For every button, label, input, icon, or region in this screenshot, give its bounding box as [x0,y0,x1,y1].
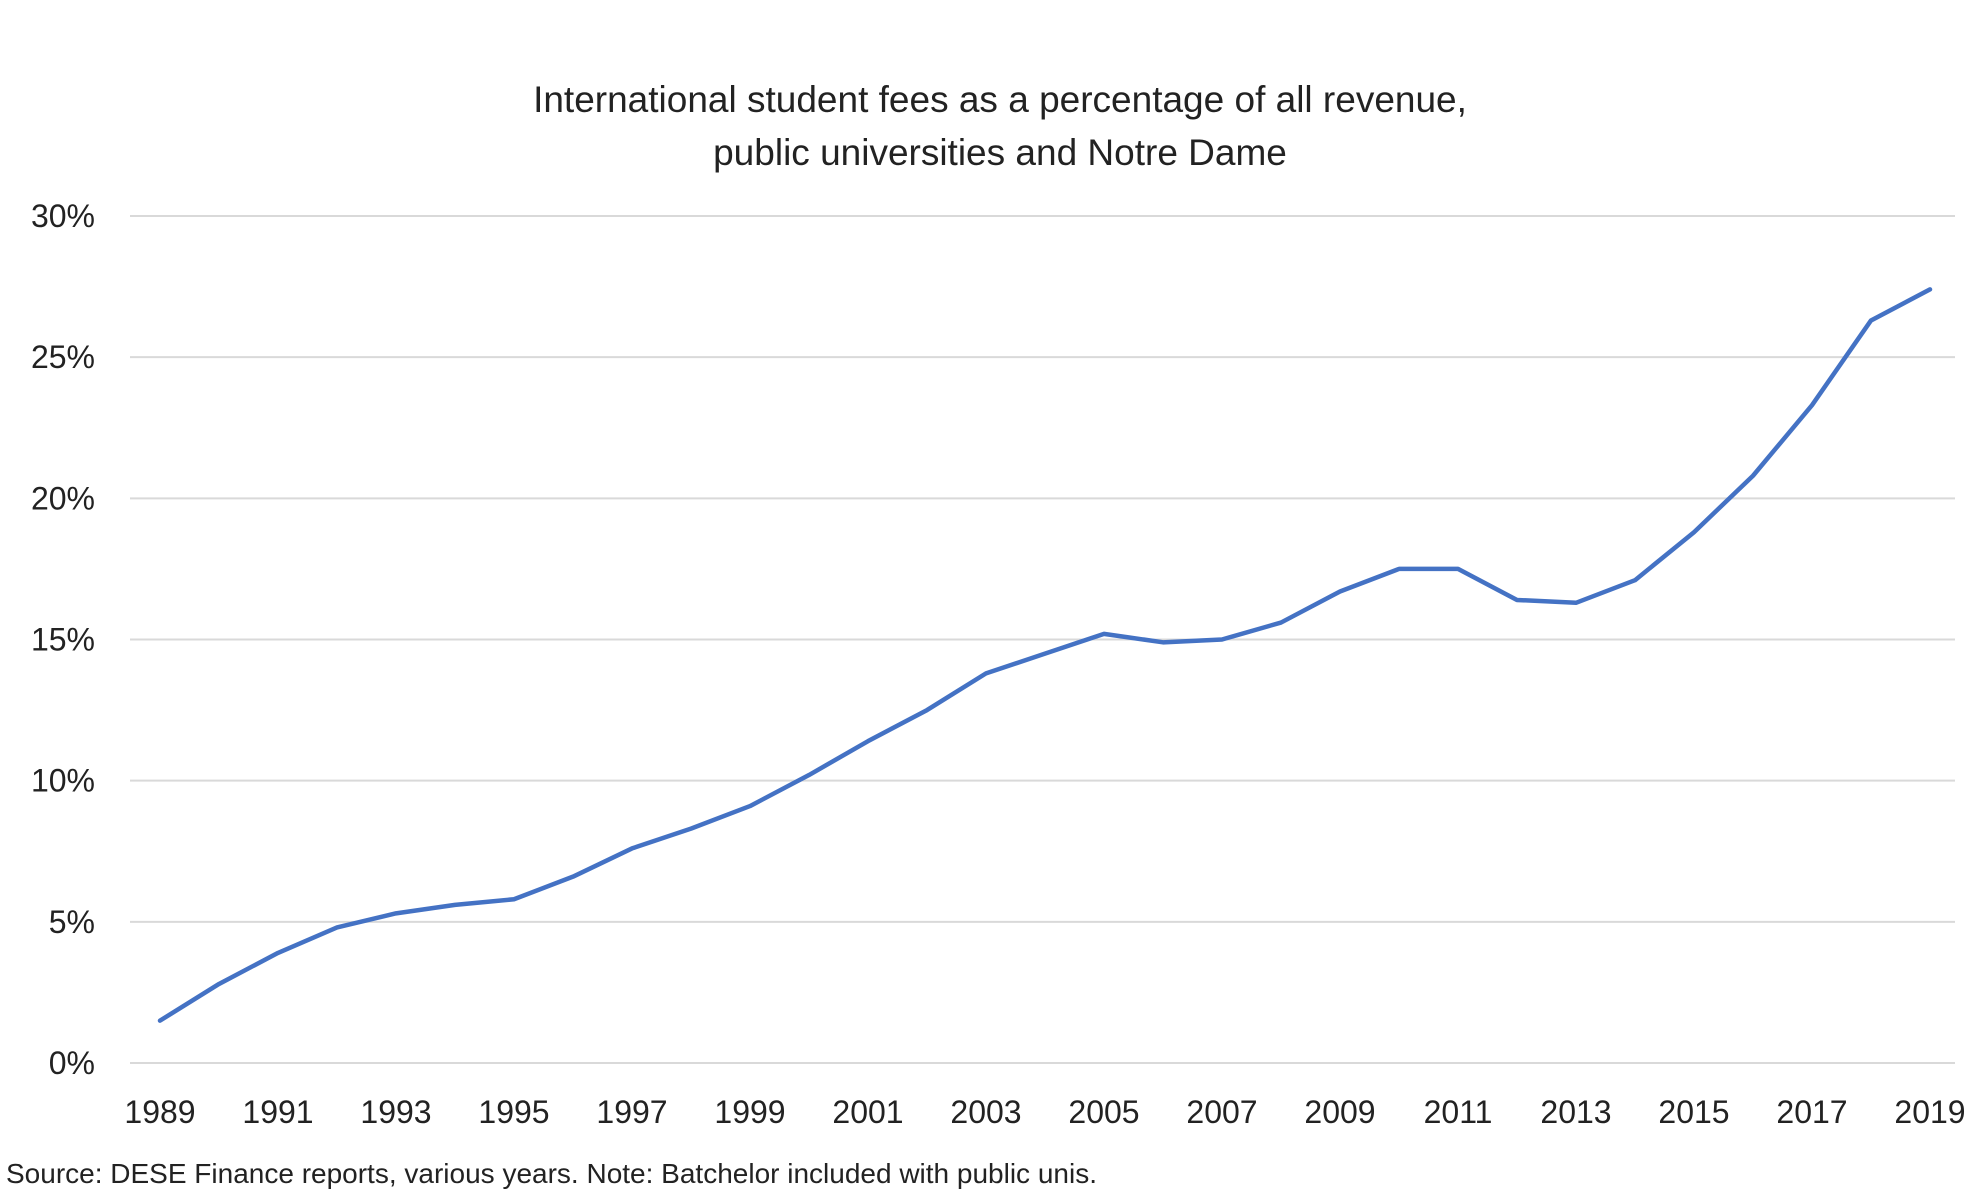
data-point-2004 [1043,651,1047,655]
x-tick-label: 1997 [596,1094,667,1130]
x-tick-label: 1989 [124,1094,195,1130]
y-tick-label: 20% [31,480,95,516]
data-point-2009 [1338,589,1342,593]
data-point-1999 [748,804,752,808]
y-tick-label: 5% [49,904,95,940]
data-point-2012 [1515,598,1519,602]
data-point-2006 [1161,640,1165,644]
x-tick-label: 2017 [1776,1094,1847,1130]
data-point-1997 [630,846,634,850]
x-tick-label: 1991 [242,1094,313,1130]
x-tick-label: 2011 [1424,1094,1493,1130]
data-point-2008 [1279,620,1283,624]
data-point-2003 [984,671,988,675]
x-axis-labels: 1989 1991 1993 1995 1997 1999 2001 2003 2005 2007… [124,1094,1965,1130]
y-tick-label: 30% [31,198,95,234]
x-tick-label: 2019 [1894,1094,1965,1130]
chart-subtitle: public universities and Notre Dame [713,132,1287,173]
data-point-1995 [512,897,516,901]
data-point-1989 [158,1018,162,1022]
data-point-2017 [1810,403,1814,407]
x-tick-label: 2003 [950,1094,1021,1130]
x-tick-label: 2005 [1068,1094,1139,1130]
data-point-2015 [1692,530,1696,534]
x-tick-label: 2007 [1186,1094,1257,1130]
data-point-1992 [335,925,339,929]
data-point-2005 [1102,632,1106,636]
data-point-1996 [571,874,575,878]
data-point-2019 [1928,287,1932,291]
data-point-1994 [453,903,457,907]
series [157,287,1933,1023]
y-tick-label: 25% [31,339,95,375]
data-point-2010 [1397,567,1401,571]
gridlines [130,215,1955,1064]
series-line [157,287,1933,1023]
source-note: Source: DESE Finance reports, various ye… [6,1158,1097,1189]
data-point-2018 [1869,318,1873,322]
y-tick-label: 10% [31,763,95,799]
data-point-2016 [1751,474,1755,478]
x-tick-label: 1999 [714,1094,785,1130]
data-point-2007 [1220,637,1224,641]
x-tick-label: 2009 [1304,1094,1375,1130]
y-tick-label: 15% [31,622,95,658]
chart-title: International student fees as a percenta… [533,79,1467,120]
data-point-1990 [217,982,221,986]
x-tick-label: 1995 [478,1094,549,1130]
data-point-2002 [925,708,929,712]
x-tick-label: 2001 [832,1094,903,1130]
data-point-1993 [394,911,398,915]
y-axis-labels: 0% 5% 10% 15% 20% 25% 30% [31,198,95,1081]
x-tick-label: 2015 [1658,1094,1729,1130]
x-tick-label: 2013 [1540,1094,1611,1130]
data-point-1998 [689,826,693,830]
data-point-1991 [276,951,280,955]
data-point-2011 [1456,567,1460,571]
x-tick-label: 1993 [360,1094,431,1130]
y-tick-label: 0% [49,1045,95,1081]
data-point-2000 [807,773,811,777]
data-point-2001 [866,739,870,743]
data-point-2013 [1574,601,1578,605]
data-point-2014 [1633,578,1637,582]
